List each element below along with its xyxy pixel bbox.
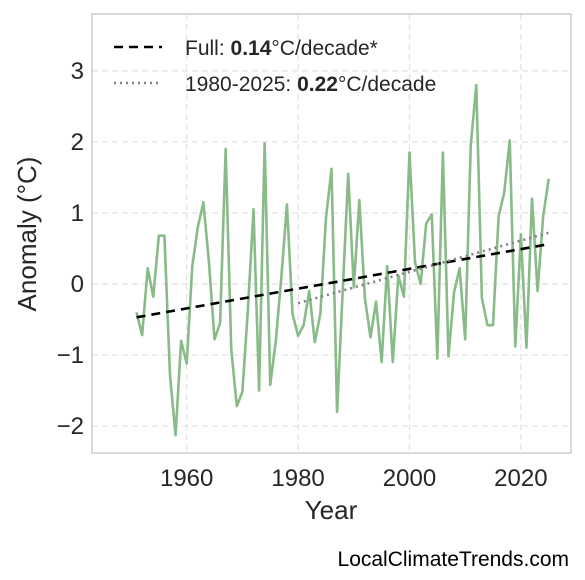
x-tick-label: 2020	[494, 465, 547, 492]
x-tick-label: 1980	[271, 465, 324, 492]
y-axis-title: Anomaly (°C)	[12, 157, 42, 312]
source-credit: LocalClimateTrends.com	[337, 548, 569, 571]
y-tick-label: 3	[71, 58, 84, 85]
x-axis-title: Year	[305, 495, 358, 525]
x-tick-labels: 1960 1980 2000 2020	[160, 465, 548, 492]
legend-full-label: Full: 0.14°C/decade*	[185, 37, 378, 60]
plot-frame	[91, 13, 572, 454]
grid	[92, 14, 571, 453]
legend: Full: 0.14°C/decade* 1980-2025: 0.22°C/d…	[114, 37, 436, 96]
series-recent-trend-line	[297, 231, 550, 305]
y-tick-labels: −2 −1 0 1 2 3	[57, 58, 84, 440]
y-tick-label: 2	[71, 129, 84, 156]
y-tick-label: 0	[71, 271, 84, 298]
series-full-trend-line	[136, 242, 549, 319]
x-tick-label: 2000	[383, 465, 436, 492]
series-anomaly-line	[135, 83, 551, 437]
x-tick-label: 1960	[160, 465, 213, 492]
y-tick-label: −1	[57, 342, 84, 369]
y-tick-label: 1	[71, 200, 84, 227]
series-layer	[135, 83, 551, 437]
y-tick-label: −2	[57, 413, 84, 440]
legend-recent-label: 1980-2025: 0.22°C/decade	[185, 73, 436, 96]
